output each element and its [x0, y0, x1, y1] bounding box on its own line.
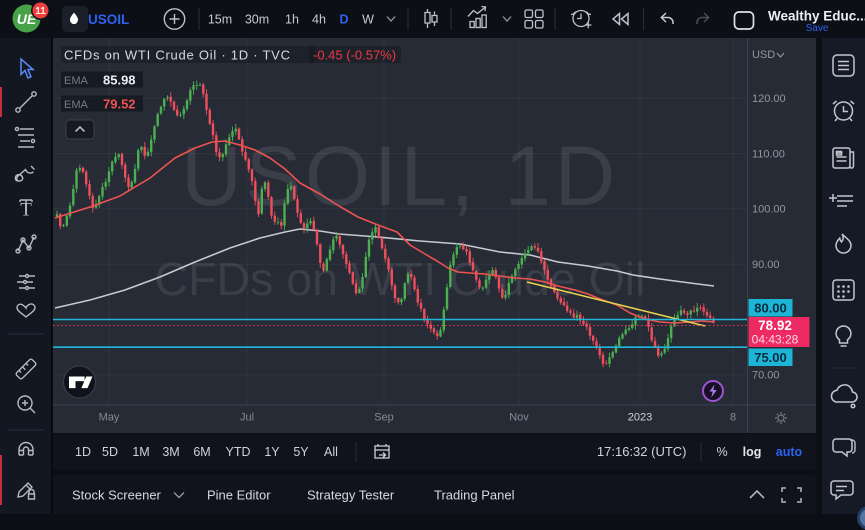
- svg-text:W: W: [362, 13, 374, 27]
- svg-text:YTD: YTD: [226, 445, 251, 459]
- svg-text:USOIL, 1D: USOIL, 1D: [181, 129, 619, 223]
- svg-text:CFDs on WTI Crude Oil: CFDs on WTI Crude Oil: [155, 253, 646, 305]
- svg-text:3M: 3M: [162, 445, 179, 459]
- svg-text:Pine Editor: Pine Editor: [207, 488, 271, 503]
- svg-text:8: 8: [730, 412, 736, 424]
- svg-text:Sep: Sep: [374, 412, 394, 424]
- svg-text:6M: 6M: [193, 445, 210, 459]
- svg-text:Jul: Jul: [240, 412, 254, 424]
- svg-text:T: T: [20, 200, 32, 221]
- svg-text:USD: USD: [752, 49, 775, 61]
- svg-text:EMA: EMA: [64, 75, 89, 87]
- svg-text:70.00: 70.00: [752, 370, 780, 382]
- svg-text:Strategy Tester: Strategy Tester: [307, 488, 395, 503]
- svg-text:auto: auto: [776, 445, 803, 459]
- svg-text:5D: 5D: [102, 445, 118, 459]
- svg-text:Nov: Nov: [509, 412, 529, 424]
- svg-text:Stock Screener: Stock Screener: [72, 488, 162, 503]
- svg-text:30m: 30m: [245, 13, 269, 27]
- svg-text:85.98: 85.98: [103, 73, 136, 88]
- svg-text:May: May: [99, 412, 120, 424]
- svg-text:log: log: [743, 445, 762, 459]
- svg-text:90.00: 90.00: [752, 259, 780, 271]
- svg-text:11: 11: [35, 6, 46, 17]
- svg-text:1M: 1M: [132, 445, 149, 459]
- svg-text:%: %: [716, 445, 727, 459]
- svg-text:79.52: 79.52: [103, 97, 136, 112]
- svg-text:UE: UE: [17, 11, 37, 27]
- svg-text:2023: 2023: [628, 412, 652, 424]
- svg-text:1h: 1h: [285, 13, 299, 27]
- svg-text:Trading Panel: Trading Panel: [434, 488, 515, 503]
- svg-text:110.00: 110.00: [752, 148, 785, 160]
- svg-text:80.00: 80.00: [754, 301, 787, 316]
- svg-text:04:43:28: 04:43:28: [752, 333, 799, 347]
- svg-text:4h: 4h: [312, 13, 326, 27]
- svg-text:5Y: 5Y: [293, 445, 309, 459]
- svg-text:All: All: [324, 445, 338, 459]
- svg-text:Wealthy Educ...: Wealthy Educ...: [768, 9, 865, 24]
- svg-text:120.00: 120.00: [752, 93, 786, 105]
- svg-text:100.00: 100.00: [752, 204, 786, 216]
- svg-text:75.00: 75.00: [754, 350, 787, 365]
- svg-text:17:16:32 (UTC): 17:16:32 (UTC): [597, 444, 687, 459]
- svg-text:1Y: 1Y: [264, 445, 280, 459]
- svg-text:78.92: 78.92: [758, 318, 792, 333]
- svg-text:15m: 15m: [208, 13, 232, 27]
- svg-text:D: D: [339, 13, 348, 27]
- svg-text:USOIL: USOIL: [88, 12, 129, 27]
- svg-text:EMA: EMA: [64, 99, 89, 111]
- svg-text:1D: 1D: [75, 445, 91, 459]
- svg-text:-0.45 (-0.57%): -0.45 (-0.57%): [313, 48, 396, 63]
- svg-text:Save: Save: [806, 23, 829, 34]
- svg-text:CFDs on WTI Crude Oil · 1D · T: CFDs on WTI Crude Oil · 1D · TVC: [64, 48, 291, 63]
